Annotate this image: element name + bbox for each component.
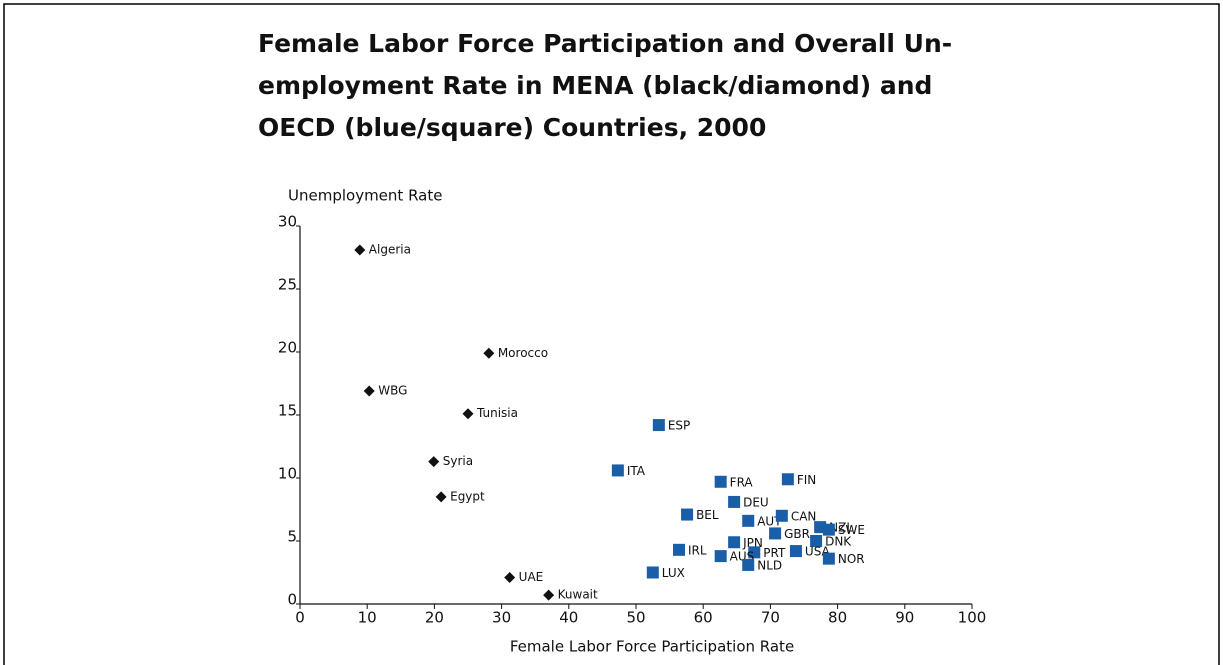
point [714,550,727,563]
point [742,558,755,571]
point [483,347,495,359]
y-tick-label: 15 [278,402,297,420]
chart-title: employment Rate in MENA (black/diamond) … [258,71,932,100]
y-tick-label: 30 [278,213,297,231]
y-tick-label: 5 [287,528,297,546]
point [504,572,516,584]
x-tick-label: 20 [425,609,444,627]
point [769,527,782,540]
point-label: Syria [443,454,473,468]
point-label: BEL [696,508,719,522]
point [742,514,755,527]
frame [3,3,1220,665]
point [354,244,366,256]
y-tick-label: 10 [278,465,297,483]
point-label: Tunisia [476,406,518,420]
point-label: IRL [688,543,707,557]
x-tick-label: 100 [958,609,987,627]
point [435,491,447,503]
point-label: Algeria [369,242,411,256]
point [543,589,555,601]
point [611,464,624,477]
point-label: NOR [838,552,865,566]
point [748,546,761,559]
y-axis-label: Unemployment Rate [288,187,442,205]
x-tick-label: 80 [828,609,847,627]
point-label: CAN [791,509,817,523]
point-label: ESP [668,419,690,433]
point [775,509,788,522]
point-label: NLD [757,558,782,572]
x-tick-label: 0 [295,609,305,627]
point-label: NZL [829,521,853,535]
point-label: LUX [662,566,685,580]
point-label: PRT [763,546,786,560]
point-label: Kuwait [558,588,598,602]
chart-title: OECD (blue/square) Countries, 2000 [258,113,766,142]
x-tick-label: 60 [694,609,713,627]
point-label: DEU [743,495,769,509]
x-tick-label: 90 [895,609,914,627]
point-label: UAE [519,570,544,584]
point [462,408,474,420]
x-tick-label: 30 [492,609,511,627]
x-tick-label: 40 [559,609,578,627]
point [646,566,659,579]
point [822,552,835,565]
point-label: SWE [838,523,865,537]
point [428,456,440,468]
point-label: GBR [784,527,810,541]
x-tick-label: 10 [358,609,377,627]
point [728,536,741,549]
x-axis-label: Female Labor Force Participation Rate [510,638,794,656]
point [714,475,727,488]
chart-title: Female Labor Force Participation and Ove… [258,29,952,58]
point-label: WBG [378,384,407,398]
point [681,508,694,521]
point [652,419,665,432]
point [789,545,802,558]
y-tick-label: 25 [278,276,297,294]
point-label: JPN [742,536,763,550]
y-tick-label: 20 [278,339,297,357]
point [822,523,835,536]
point-label: DNK [825,535,852,549]
point [728,495,741,508]
point [810,535,823,547]
point-label: FRA [730,475,754,489]
x-tick-label: 70 [761,609,780,627]
y-tick-label: 0 [287,591,297,609]
point-label: Egypt [450,489,485,503]
point [781,473,794,486]
point-label: Morocco [498,346,548,360]
x-tick-label: 50 [626,609,645,627]
point-label: ITA [627,464,646,478]
point-label: FIN [797,473,816,487]
point [363,385,375,397]
point [673,543,686,556]
